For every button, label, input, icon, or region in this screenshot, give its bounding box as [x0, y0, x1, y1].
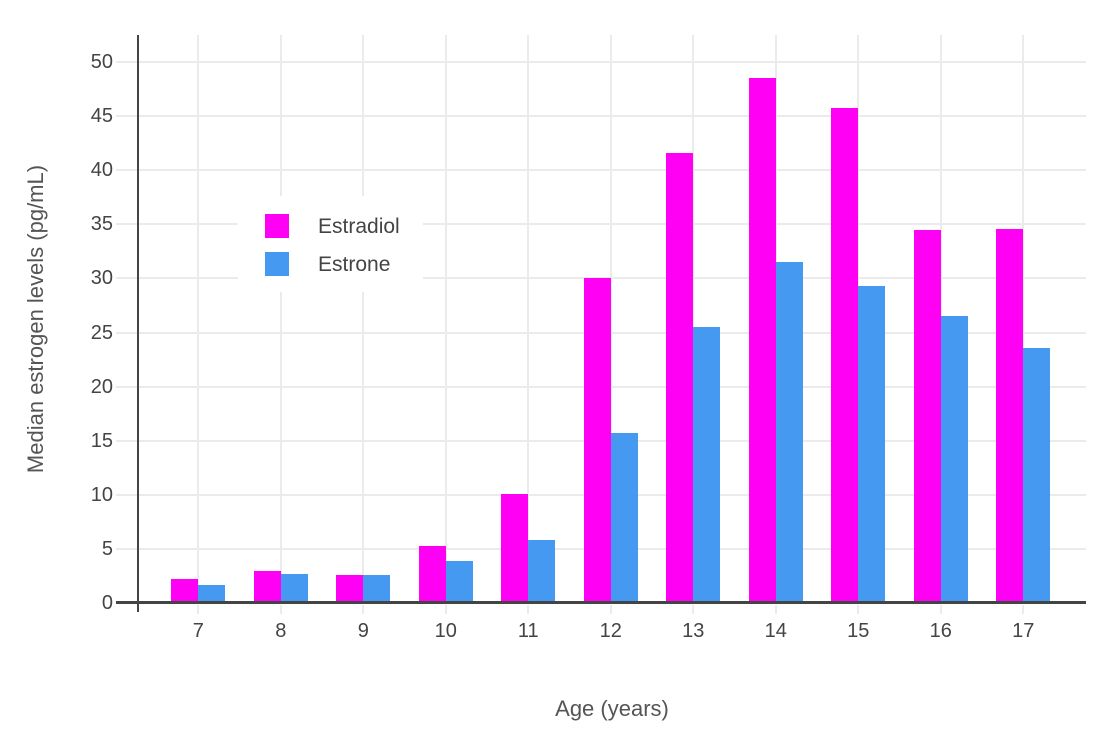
- y-tick-mark: [116, 115, 138, 118]
- x-gridline: [692, 35, 695, 603]
- bar-estradiol-age-15: [831, 107, 859, 603]
- bar-estradiol-age-17: [996, 228, 1024, 603]
- x-tick-label-16: 16: [929, 620, 952, 642]
- bar-estradiol-age-11: [501, 493, 529, 603]
- x-tick-mark: [857, 605, 860, 614]
- y-tick-label-0: 0: [101, 592, 113, 614]
- legend-background: [238, 196, 423, 292]
- x-tick-label-10: 10: [434, 620, 457, 642]
- x-tick-label-15: 15: [847, 620, 870, 642]
- bar-estrone-age-16: [940, 316, 968, 603]
- y-tick-mark: [116, 493, 138, 496]
- y-gridline: [138, 61, 1086, 63]
- y-tick-mark: [116, 331, 138, 334]
- y-gridline: [138, 223, 1086, 226]
- bar-estradiol-age-16: [913, 229, 941, 603]
- y-tick-label-40: 40: [90, 159, 113, 182]
- x-gridline: [197, 35, 200, 603]
- bar-estrone-age-15: [858, 286, 886, 603]
- y-gridline: [138, 169, 1086, 172]
- x-gridline: [609, 35, 612, 603]
- y-tick-mark: [116, 223, 138, 226]
- x-tick-label-8: 8: [275, 620, 287, 642]
- y-gridline: [138, 331, 1086, 334]
- y-axis-title: Median estrogen levels (pg/mL): [23, 164, 48, 474]
- bar-estradiol-age-9: [336, 574, 364, 603]
- y-tick-mark: [116, 547, 138, 550]
- x-tick-label-14: 14: [764, 620, 787, 642]
- x-tick-mark: [692, 605, 695, 614]
- x-tick-mark: [939, 605, 942, 614]
- y-tick-mark: [116, 169, 138, 172]
- x-tick-mark: [197, 605, 200, 614]
- legend-label: Estrone: [318, 252, 391, 276]
- x-tick-label-12: 12: [599, 620, 622, 642]
- legend-item-estrone[interactable]: Estrone: [265, 251, 423, 277]
- bar-estrone-age-13: [693, 327, 721, 603]
- y-gridline: [138, 277, 1086, 280]
- x-tick-mark: [444, 605, 447, 614]
- y-tick-label-30: 30: [90, 267, 113, 290]
- bar-estrone-age-14: [775, 262, 803, 603]
- x-gridline: [279, 35, 282, 603]
- bar-estradiol-age-12: [583, 278, 611, 603]
- y-tick-mark: [116, 277, 138, 280]
- y-tick-label-45: 45: [90, 105, 113, 128]
- x-gridline: [527, 35, 530, 603]
- bar-estrone-age-7: [198, 584, 226, 603]
- x-zero-line: [116, 601, 1086, 604]
- y-tick-mark: [116, 61, 138, 63]
- bar-estrone-age-8: [280, 573, 308, 603]
- y-gridline: [138, 385, 1086, 388]
- bar-estradiol-age-10: [418, 545, 446, 603]
- legend-item-estradiol[interactable]: Estradiol: [265, 214, 423, 239]
- legend-swatch-estrone: [265, 251, 289, 276]
- y-tick-label-15: 15: [90, 429, 113, 452]
- y-gridline: [138, 115, 1086, 118]
- y-tick-mark: [116, 385, 138, 388]
- bar-estrone-age-10: [445, 560, 473, 603]
- bar-estrone-age-11: [528, 540, 556, 603]
- bar-estradiol-age-7: [171, 579, 199, 603]
- x-gridline: [1022, 35, 1025, 603]
- x-tick-mark: [774, 605, 777, 614]
- y-tick-label-35: 35: [90, 213, 113, 236]
- x-tick-mark: [279, 605, 282, 614]
- legend-label: Estradiol: [318, 215, 400, 238]
- x-tick-label-11: 11: [517, 620, 539, 642]
- x-tick-mark: [527, 605, 530, 614]
- y-tick-label-25: 25: [90, 321, 113, 344]
- x-tick-label-9: 9: [357, 620, 369, 642]
- y-tick-label-20: 20: [90, 375, 113, 398]
- x-gridline: [444, 35, 447, 603]
- x-tick-label-17: 17: [1012, 620, 1035, 642]
- y-tick-label-50: 50: [90, 51, 113, 73]
- y-tick-mark: [116, 439, 138, 442]
- x-tick-label-13: 13: [682, 620, 705, 642]
- bar-estrone-age-17: [1023, 347, 1051, 603]
- bar-estradiol-age-14: [748, 78, 776, 603]
- x-tick-mark: [1022, 605, 1025, 614]
- x-axis-title: Age (years): [555, 696, 669, 721]
- bar-estrone-age-12: [610, 433, 638, 603]
- bar-estradiol-age-8: [253, 570, 281, 603]
- x-gridline: [362, 35, 365, 603]
- x-tick-label-7: 7: [192, 620, 204, 642]
- x-tick-mark: [609, 605, 612, 614]
- legend-swatch-estradiol: [265, 214, 289, 238]
- bar-estrone-age-9: [363, 574, 391, 603]
- y-tick-label-5: 5: [101, 537, 113, 560]
- y-tick-label-10: 10: [90, 483, 113, 506]
- x-tick-mark: [362, 605, 365, 614]
- y-axis-line: [136, 35, 140, 612]
- bar-estradiol-age-13: [666, 152, 694, 603]
